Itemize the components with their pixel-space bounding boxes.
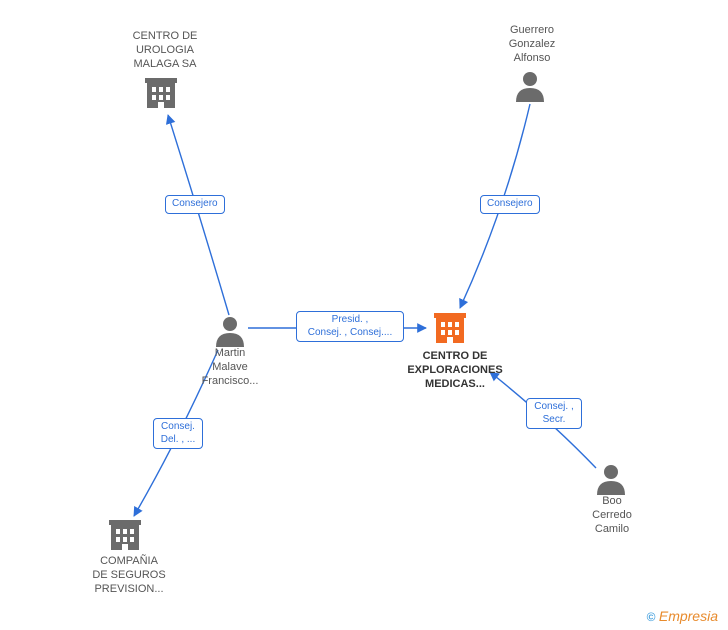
watermark: © Empresia bbox=[647, 608, 718, 624]
copyright-symbol: © bbox=[647, 610, 656, 624]
edge-e1 bbox=[168, 115, 229, 315]
person-icon[interactable] bbox=[516, 72, 544, 102]
person-icon[interactable] bbox=[216, 317, 244, 347]
node-label-urologia[interactable]: CENTRO DEUROLOGIAMALAGA SA bbox=[110, 30, 220, 71]
node-label-exploraciones[interactable]: CENTRO DEEXPLORACIONESMEDICAS... bbox=[400, 350, 510, 391]
node-label-boo[interactable]: BooCerredoCamilo bbox=[557, 495, 667, 536]
node-label-guerrero[interactable]: GuerreroGonzalezAlfonso bbox=[477, 24, 587, 65]
node-label-martin[interactable]: MartinMalaveFrancisco... bbox=[175, 347, 285, 388]
edge-label-e2: Consejero bbox=[480, 195, 540, 214]
watermark-text: Empresia bbox=[659, 608, 718, 624]
company-icon[interactable] bbox=[109, 520, 141, 550]
node-label-companiaseguros[interactable]: COMPAÑIADE SEGUROSPREVISION... bbox=[74, 555, 184, 596]
company-icon[interactable] bbox=[434, 313, 466, 343]
edge-label-e5: Consej. ,Secr. bbox=[526, 398, 582, 429]
company-icon[interactable] bbox=[145, 78, 177, 108]
person-icon[interactable] bbox=[597, 465, 625, 495]
edge-label-e1: Consejero bbox=[165, 195, 225, 214]
edge-label-e3: Presid. ,Consej. , Consej.... bbox=[296, 311, 404, 342]
edge-label-e4: Consej.Del. , ... bbox=[153, 418, 203, 449]
